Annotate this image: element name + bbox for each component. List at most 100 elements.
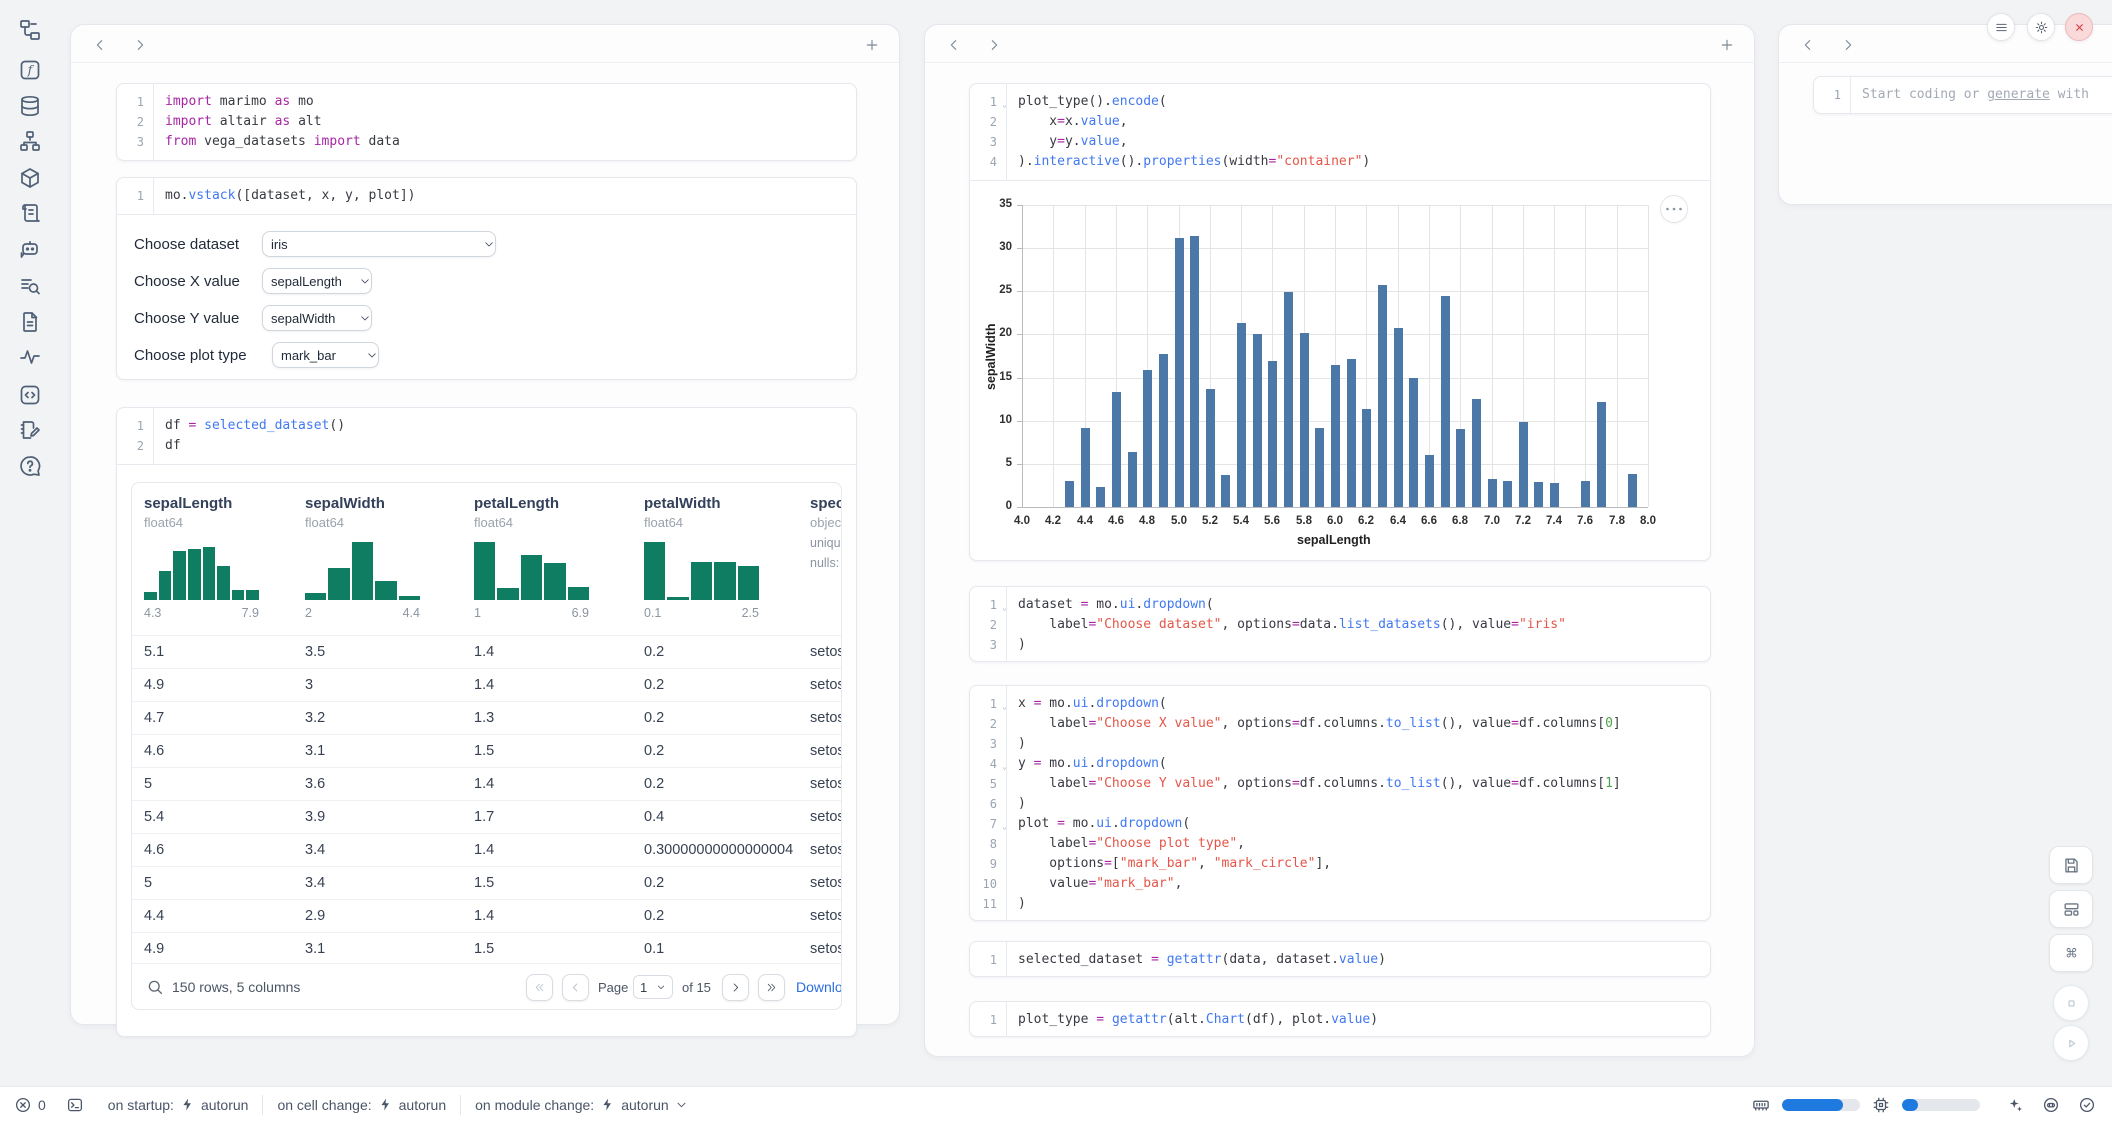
sidebar-dependency-graph-icon[interactable] xyxy=(18,129,42,153)
table-cell: setosa xyxy=(810,941,842,957)
code-editor[interactable]: 1Start coding or generate with xyxy=(1814,77,2112,113)
table-row[interactable]: 4.42.91.40.2setosa xyxy=(132,899,841,932)
column-header[interactable]: speciesobjectuniquenulls: xyxy=(810,495,842,570)
table-row[interactable]: 5.13.51.40.2setosa xyxy=(132,635,841,668)
last-page-button[interactable] xyxy=(758,974,785,1001)
dropdown-select[interactable]: sepalLength xyxy=(262,268,372,294)
sidebar-file-tree-icon[interactable] xyxy=(18,18,42,42)
add-cell-button[interactable] xyxy=(1716,34,1738,56)
sparkles-ai-button[interactable] xyxy=(2006,1096,2024,1114)
code-editor[interactable]: 1⌄plot_type().encode(2 x=x.value,3 y=y.v… xyxy=(970,84,1710,180)
table-row[interactable]: 4.931.40.2setosa xyxy=(132,668,841,701)
code-text: label="Choose plot type", xyxy=(1006,834,1245,854)
table-row[interactable]: 53.61.40.2setosa xyxy=(132,767,841,800)
vega-chart-plot[interactable] xyxy=(1022,205,1648,507)
table-row[interactable]: 53.41.50.2setosa xyxy=(132,866,841,899)
x-tick-label: 4.6 xyxy=(1104,515,1128,527)
next-page-button[interactable] xyxy=(722,974,749,1001)
sidebar-code-square-icon[interactable] xyxy=(18,383,42,407)
sidebar-document-icon[interactable] xyxy=(18,310,42,334)
code-editor[interactable]: 1import marimo as mo2import altair as al… xyxy=(117,84,856,160)
table-cell: 4.4 xyxy=(144,908,164,924)
sidebar-notebook-pen-icon[interactable] xyxy=(18,418,42,442)
code-editor[interactable]: 1mo.vstack([dataset, x, y, plot]) xyxy=(117,178,856,214)
search-icon[interactable] xyxy=(146,978,163,995)
first-page-button[interactable] xyxy=(526,974,553,1001)
connection-status-icon[interactable] xyxy=(2078,1096,2096,1114)
sidebar-package-icon[interactable] xyxy=(18,166,42,190)
layout-button[interactable] xyxy=(2049,890,2093,928)
sidebar-function-square-icon[interactable]: f xyxy=(18,58,42,82)
line-number: 6 xyxy=(970,794,1006,814)
column-header[interactable]: petalWidthfloat640.12.5 xyxy=(644,495,792,620)
column-next-button[interactable] xyxy=(129,34,151,56)
code-editor[interactable]: 1df = selected_dataset()2df xyxy=(117,408,856,464)
chart-actions-button[interactable] xyxy=(1660,195,1688,223)
column-header[interactable]: sepalLengthfloat644.37.9 xyxy=(144,495,292,620)
chart-bar xyxy=(1534,482,1543,507)
column-histogram[interactable] xyxy=(144,542,259,600)
dropdown-select[interactable]: mark_bar xyxy=(272,342,379,368)
line-number: 1⌄ xyxy=(970,595,1006,615)
menu-button[interactable] xyxy=(1987,13,2015,41)
error-count-button[interactable]: 0 xyxy=(14,1096,46,1114)
column-header[interactable]: petalLengthfloat6416.9 xyxy=(474,495,622,620)
close-button[interactable] xyxy=(2065,13,2093,41)
code-editor[interactable]: 1plot_type = getattr(alt.Chart(df), plot… xyxy=(970,1002,1710,1037)
dropdown-select[interactable]: sepalWidth xyxy=(262,305,372,331)
bolt-icon xyxy=(600,1097,615,1112)
add-cell-button[interactable] xyxy=(861,34,883,56)
sidebar-help-icon[interactable] xyxy=(18,454,42,478)
save-button[interactable] xyxy=(2049,846,2093,884)
table-cell: 1.4 xyxy=(474,842,494,858)
table-row[interactable]: 5.43.91.70.4setosa xyxy=(132,800,841,833)
table-cell: 0.2 xyxy=(644,644,664,660)
table-row[interactable]: 4.63.11.50.2setosa xyxy=(132,734,841,767)
download-button[interactable]: Download xyxy=(796,979,842,995)
chart-bar xyxy=(1347,359,1356,507)
sidebar-chat-bot-icon[interactable] xyxy=(18,237,42,261)
table-row[interactable]: 4.63.41.40.30000000000000004setosa xyxy=(132,833,841,866)
column-header[interactable]: sepalWidthfloat6424.4 xyxy=(305,495,453,620)
runtime-mode-item[interactable]: on module change:autorun xyxy=(475,1097,688,1113)
code-editor[interactable]: 1⌄x = mo.ui.dropdown(2 label="Choose X v… xyxy=(970,686,1710,921)
settings-button[interactable] xyxy=(2027,13,2055,41)
page-label: Page xyxy=(598,980,628,995)
circle-x-icon xyxy=(14,1096,32,1114)
copilot-button[interactable] xyxy=(2042,1096,2060,1114)
column-histogram[interactable] xyxy=(305,542,420,600)
sidebar-activity-icon[interactable] xyxy=(18,345,42,369)
sidebar-search-list-icon[interactable] xyxy=(18,274,42,298)
dropdown-select[interactable]: iris xyxy=(262,231,496,257)
line-number: 1 xyxy=(970,1010,1006,1030)
column-prev-button[interactable] xyxy=(943,34,965,56)
play-button[interactable] xyxy=(2053,1025,2089,1061)
runtime-mode-item[interactable]: on startup:autorun xyxy=(108,1097,249,1113)
command-button[interactable]: ⌘ xyxy=(2049,934,2093,972)
code-text: y=y.value, xyxy=(1006,132,1128,152)
code-editor[interactable]: 1⌄dataset = mo.ui.dropdown(2 label="Choo… xyxy=(970,587,1710,662)
y-tick-label: 10 xyxy=(999,414,1012,426)
column-prev-button[interactable] xyxy=(89,34,111,56)
table-row[interactable]: 4.93.11.50.1setosa xyxy=(132,932,841,965)
runtime-mode-item[interactable]: on cell change:autorun xyxy=(277,1097,446,1113)
column-next-button[interactable] xyxy=(983,34,1005,56)
column-prev-button[interactable] xyxy=(1797,34,1819,56)
stop-button[interactable] xyxy=(2053,985,2089,1021)
sidebar-database-icon[interactable] xyxy=(18,94,42,118)
code-text: label="Choose X value", options=df.colum… xyxy=(1006,714,1621,734)
status-bar: 0 on startup:autorun on cell change:autoru… xyxy=(0,1086,2112,1122)
prev-page-button[interactable] xyxy=(562,974,589,1001)
table-row[interactable]: 4.73.21.30.2setosa xyxy=(132,701,841,734)
code-line: 1⌄plot_type().encode( xyxy=(970,92,1710,112)
code-editor[interactable]: 1selected_dataset = getattr(data, datase… xyxy=(970,942,1710,977)
table-cell: 3.4 xyxy=(305,875,325,891)
column-next-button[interactable] xyxy=(1837,34,1859,56)
column-histogram[interactable] xyxy=(644,542,759,600)
y-tick-label: 0 xyxy=(1006,500,1012,512)
x-tick-label: 7.4 xyxy=(1542,515,1566,527)
sidebar-scroll-icon[interactable] xyxy=(18,201,42,225)
column-histogram[interactable] xyxy=(474,542,589,600)
terminal-button[interactable] xyxy=(66,1096,84,1114)
page-select[interactable]: 1 xyxy=(633,975,673,999)
